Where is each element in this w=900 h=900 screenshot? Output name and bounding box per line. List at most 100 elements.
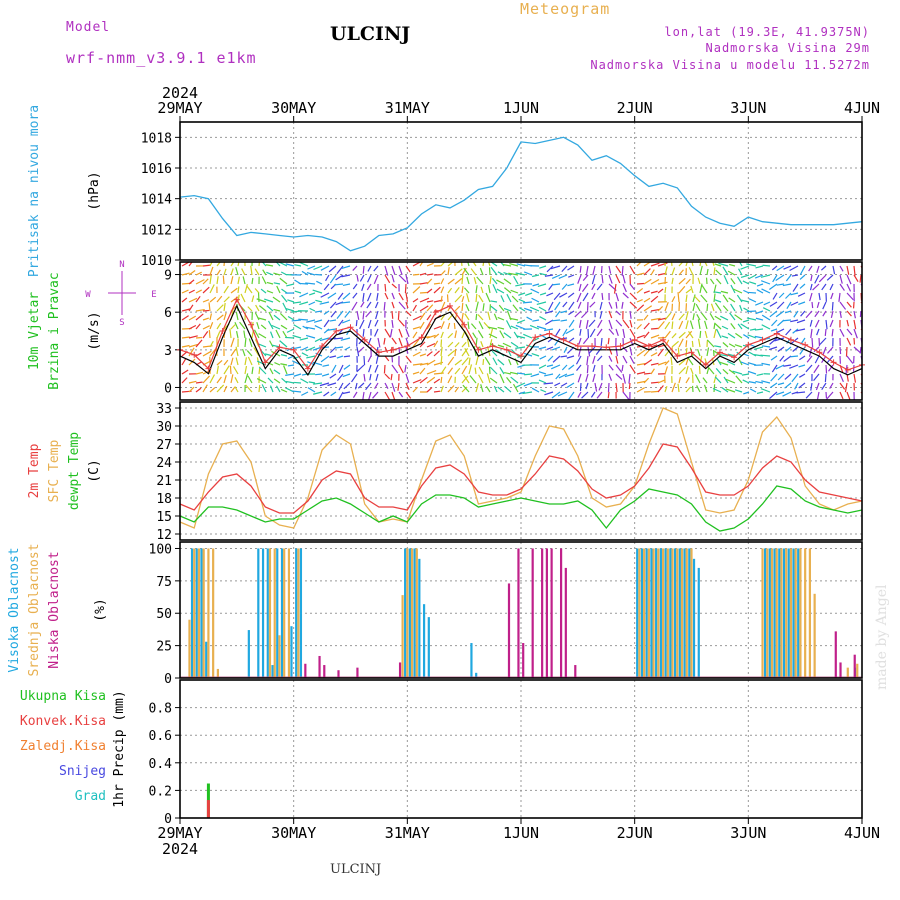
wind-arrow — [816, 328, 820, 336]
wind-arrow — [721, 325, 729, 330]
wind-arrow — [678, 285, 686, 294]
wind-arrow — [338, 364, 344, 374]
wind-arrow — [776, 328, 785, 334]
wind-arrow — [447, 267, 450, 276]
wind-arrow — [374, 328, 379, 337]
wind-arrow — [585, 319, 589, 329]
wind-arrow — [356, 310, 360, 320]
wind-arrow — [258, 305, 267, 312]
wind-arrow — [721, 335, 729, 339]
wind-arrow — [695, 303, 701, 312]
wind-arrow — [846, 283, 852, 292]
wind-arrow — [412, 351, 421, 357]
wind-arrow — [775, 274, 785, 281]
wind-arrow — [253, 329, 260, 339]
y-tick-label: 1012 — [141, 223, 172, 238]
wind-arrow — [447, 278, 455, 285]
wind-arrow — [333, 283, 344, 286]
wind-arrow — [664, 385, 668, 393]
wind-arrow — [511, 295, 519, 303]
wind-arrow — [789, 265, 799, 272]
bar-cloud-high — [413, 548, 416, 678]
wind-arrow — [544, 310, 554, 314]
wind-arrow — [629, 355, 635, 364]
wind-arrow — [551, 391, 561, 399]
wind-arrow — [636, 334, 645, 339]
wind-arrow — [755, 310, 764, 315]
wind-arrow — [513, 275, 519, 285]
wind-arrow — [791, 373, 799, 383]
ylabel-pressure-0: Pritisak na nivou mora — [27, 105, 42, 277]
year-label-top: 2024 — [162, 84, 198, 102]
wind-arrow — [546, 292, 554, 297]
wind-arrow — [629, 328, 636, 338]
wind-arrow — [636, 362, 647, 366]
wind-arrow — [483, 321, 491, 330]
wind-arrow — [330, 391, 337, 397]
bar-cloud-middle — [647, 548, 650, 678]
y-tick-label: 18 — [156, 492, 172, 507]
wind-arrow — [799, 373, 806, 378]
unit-label-temperature: (C) — [87, 459, 102, 482]
wind-arrow — [433, 282, 441, 285]
wind-arrow — [419, 282, 428, 285]
wind-arrow — [237, 276, 240, 285]
wind-arrow — [615, 274, 621, 284]
wind-arrow — [723, 275, 729, 285]
wind-arrow — [223, 374, 227, 384]
y-tick-label: 0.4 — [149, 757, 173, 772]
wind-arrow — [531, 297, 540, 303]
wind-arrow — [275, 329, 281, 339]
wind-arrow — [463, 267, 470, 276]
wind-arrow — [509, 317, 519, 321]
wind-arrow — [761, 324, 771, 330]
wind-arrow — [585, 382, 589, 390]
wind-arrow — [223, 296, 230, 303]
wind-arrow — [363, 355, 366, 366]
wind-arrow — [475, 355, 479, 366]
wind-arrow — [734, 389, 743, 393]
wind-arrow — [433, 378, 441, 384]
wind-arrow — [313, 391, 323, 395]
wind-arrow — [560, 355, 568, 358]
wind-arrow — [523, 333, 533, 339]
wind-arrow — [405, 265, 411, 273]
wind-arrow — [832, 265, 836, 275]
wind-arrow — [777, 346, 785, 353]
wind-arrow — [608, 346, 613, 355]
wind-arrow — [315, 373, 323, 376]
wind-arrow — [335, 274, 344, 281]
bar-cloud-high — [427, 617, 430, 678]
wind-arrow — [697, 319, 701, 330]
wind-arrow — [234, 321, 239, 330]
wind-arrow — [585, 373, 589, 382]
wind-arrow — [558, 373, 568, 379]
wind-arrow — [775, 310, 785, 318]
wind-arrow — [779, 355, 785, 362]
wind-arrow — [643, 262, 652, 267]
bar-cloud-low — [356, 667, 359, 678]
wind-arrow — [250, 265, 253, 276]
wind-arrow — [366, 283, 372, 291]
wind-arrow — [440, 355, 443, 366]
wind-arrow — [713, 291, 722, 294]
bar-cloud-middle — [794, 548, 797, 678]
bar-cloud-low — [398, 662, 402, 678]
wind-arrow — [365, 382, 372, 391]
wind-arrow — [336, 265, 344, 275]
wind-arrow — [181, 377, 188, 384]
wind-arrow — [397, 382, 400, 391]
model-altitude-label: Nadmorska Visina u modelu 11.5272m — [590, 58, 870, 72]
wind-arrow — [608, 265, 612, 274]
wind-arrow — [664, 360, 670, 366]
wind-arrow — [545, 319, 554, 326]
wind-arrow — [636, 371, 646, 375]
wind-arrow — [202, 299, 210, 303]
panel-frame — [179, 541, 863, 679]
wind-arrow — [447, 341, 454, 348]
wind-arrow — [755, 301, 764, 306]
wind-arrow — [230, 374, 234, 384]
wind-arrow — [195, 381, 203, 384]
wind-arrow — [643, 322, 650, 330]
wind-arrow — [776, 391, 785, 396]
